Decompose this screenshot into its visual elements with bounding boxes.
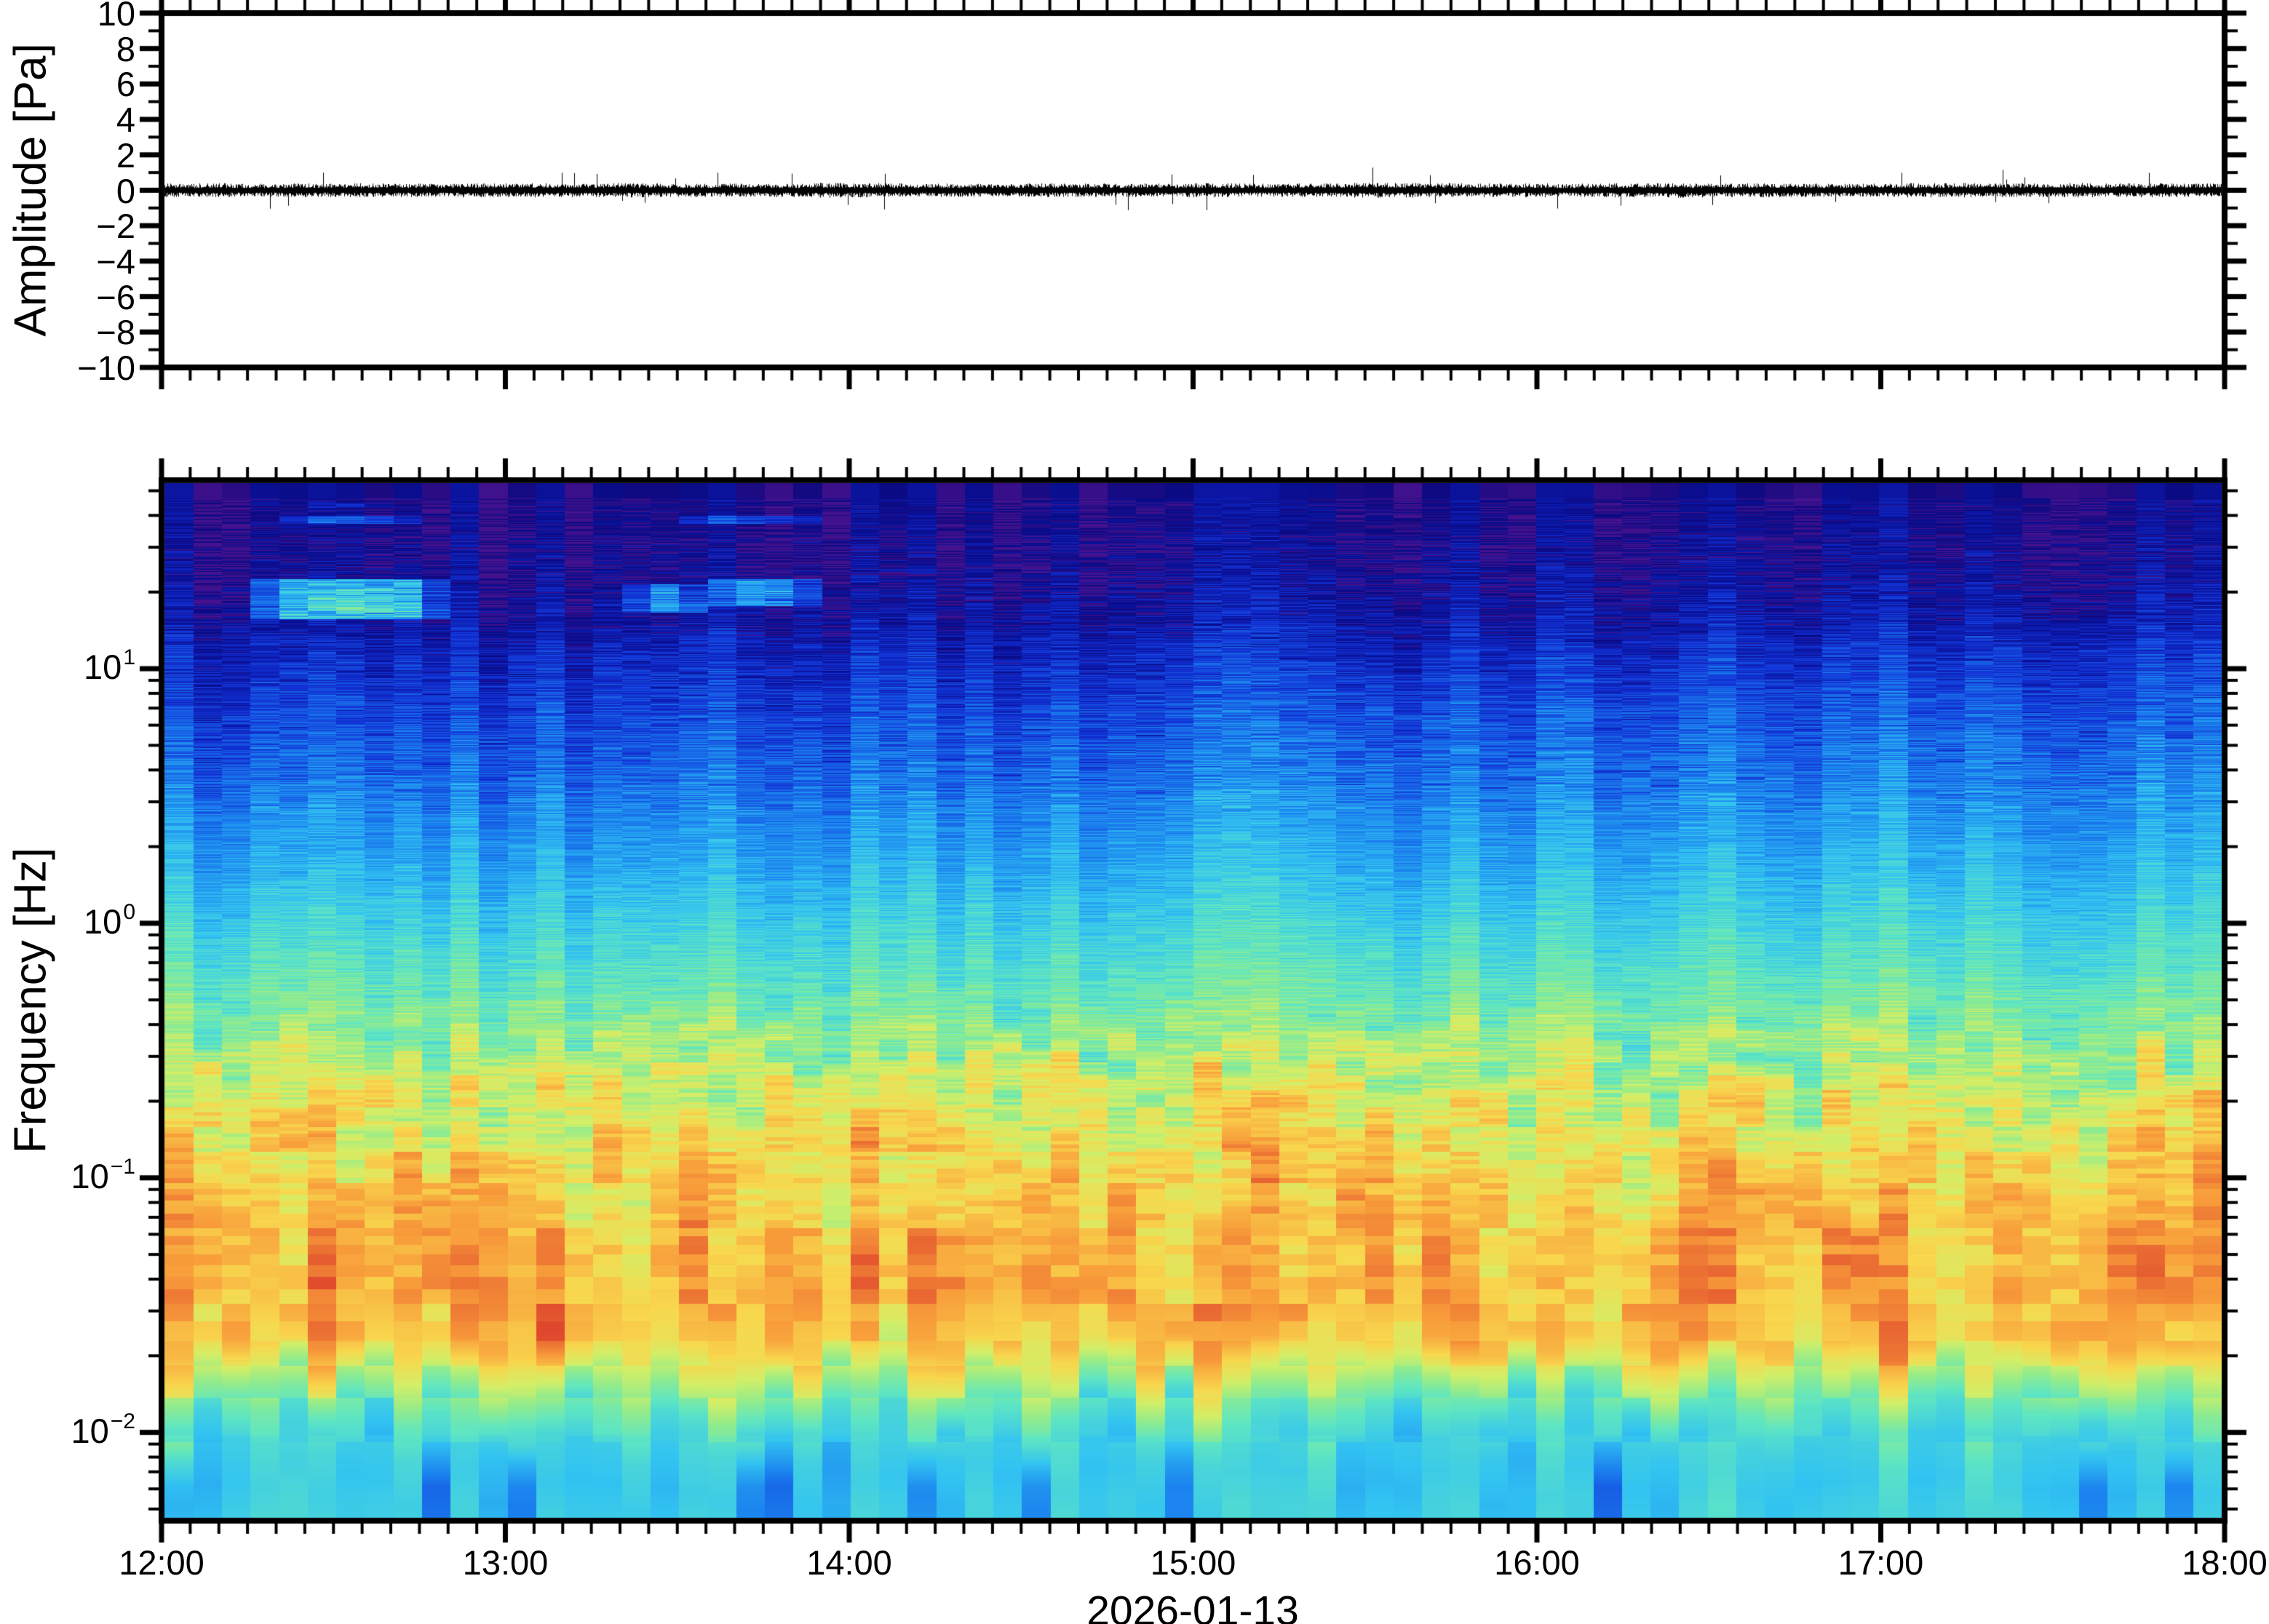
- x-tick-label-hour: 18:00: [2182, 1543, 2268, 1582]
- y-tick-label-frequency: 10−2: [71, 1409, 136, 1450]
- x-tick-label-hour: 17:00: [1837, 1543, 1924, 1582]
- y-tick-label-amplitude: −8: [96, 313, 135, 352]
- y-tick-label-amplitude: −4: [96, 242, 135, 281]
- y-tick-label-amplitude: −10: [77, 349, 135, 387]
- y-tick-label-frequency: 100: [84, 899, 135, 941]
- y-tick-label-amplitude: 10: [97, 0, 135, 33]
- y-tick-label-amplitude: 8: [116, 29, 135, 68]
- x-tick-label-hour: 12:00: [119, 1543, 204, 1582]
- x-tick-label-hour: 14:00: [806, 1543, 892, 1582]
- y-tick-label-amplitude: 2: [116, 135, 135, 175]
- y-tick-label-frequency: 10−1: [71, 1154, 136, 1195]
- y-tick-label-amplitude: −2: [96, 207, 135, 246]
- x-tick-label-hour: 13:00: [462, 1543, 549, 1582]
- y-tick-label-amplitude: 4: [116, 100, 135, 140]
- y-tick-label-amplitude: −6: [96, 277, 135, 317]
- date-label: 2026-01-13: [1086, 1588, 1299, 1624]
- x-tick-label-hour: 16:00: [1494, 1543, 1580, 1582]
- waveform-trace-canvas: [164, 16, 2222, 365]
- x-tick-label-hour: 15:00: [1150, 1543, 1236, 1582]
- y-tick-label-amplitude: 6: [116, 65, 135, 104]
- y-tick-label-amplitude: 0: [116, 171, 135, 210]
- y-tick-label-frequency: 101: [84, 645, 135, 687]
- frequency-axis-label: Frequency [Hz]: [5, 847, 56, 1154]
- spectrogram-canvas: [164, 483, 2222, 1518]
